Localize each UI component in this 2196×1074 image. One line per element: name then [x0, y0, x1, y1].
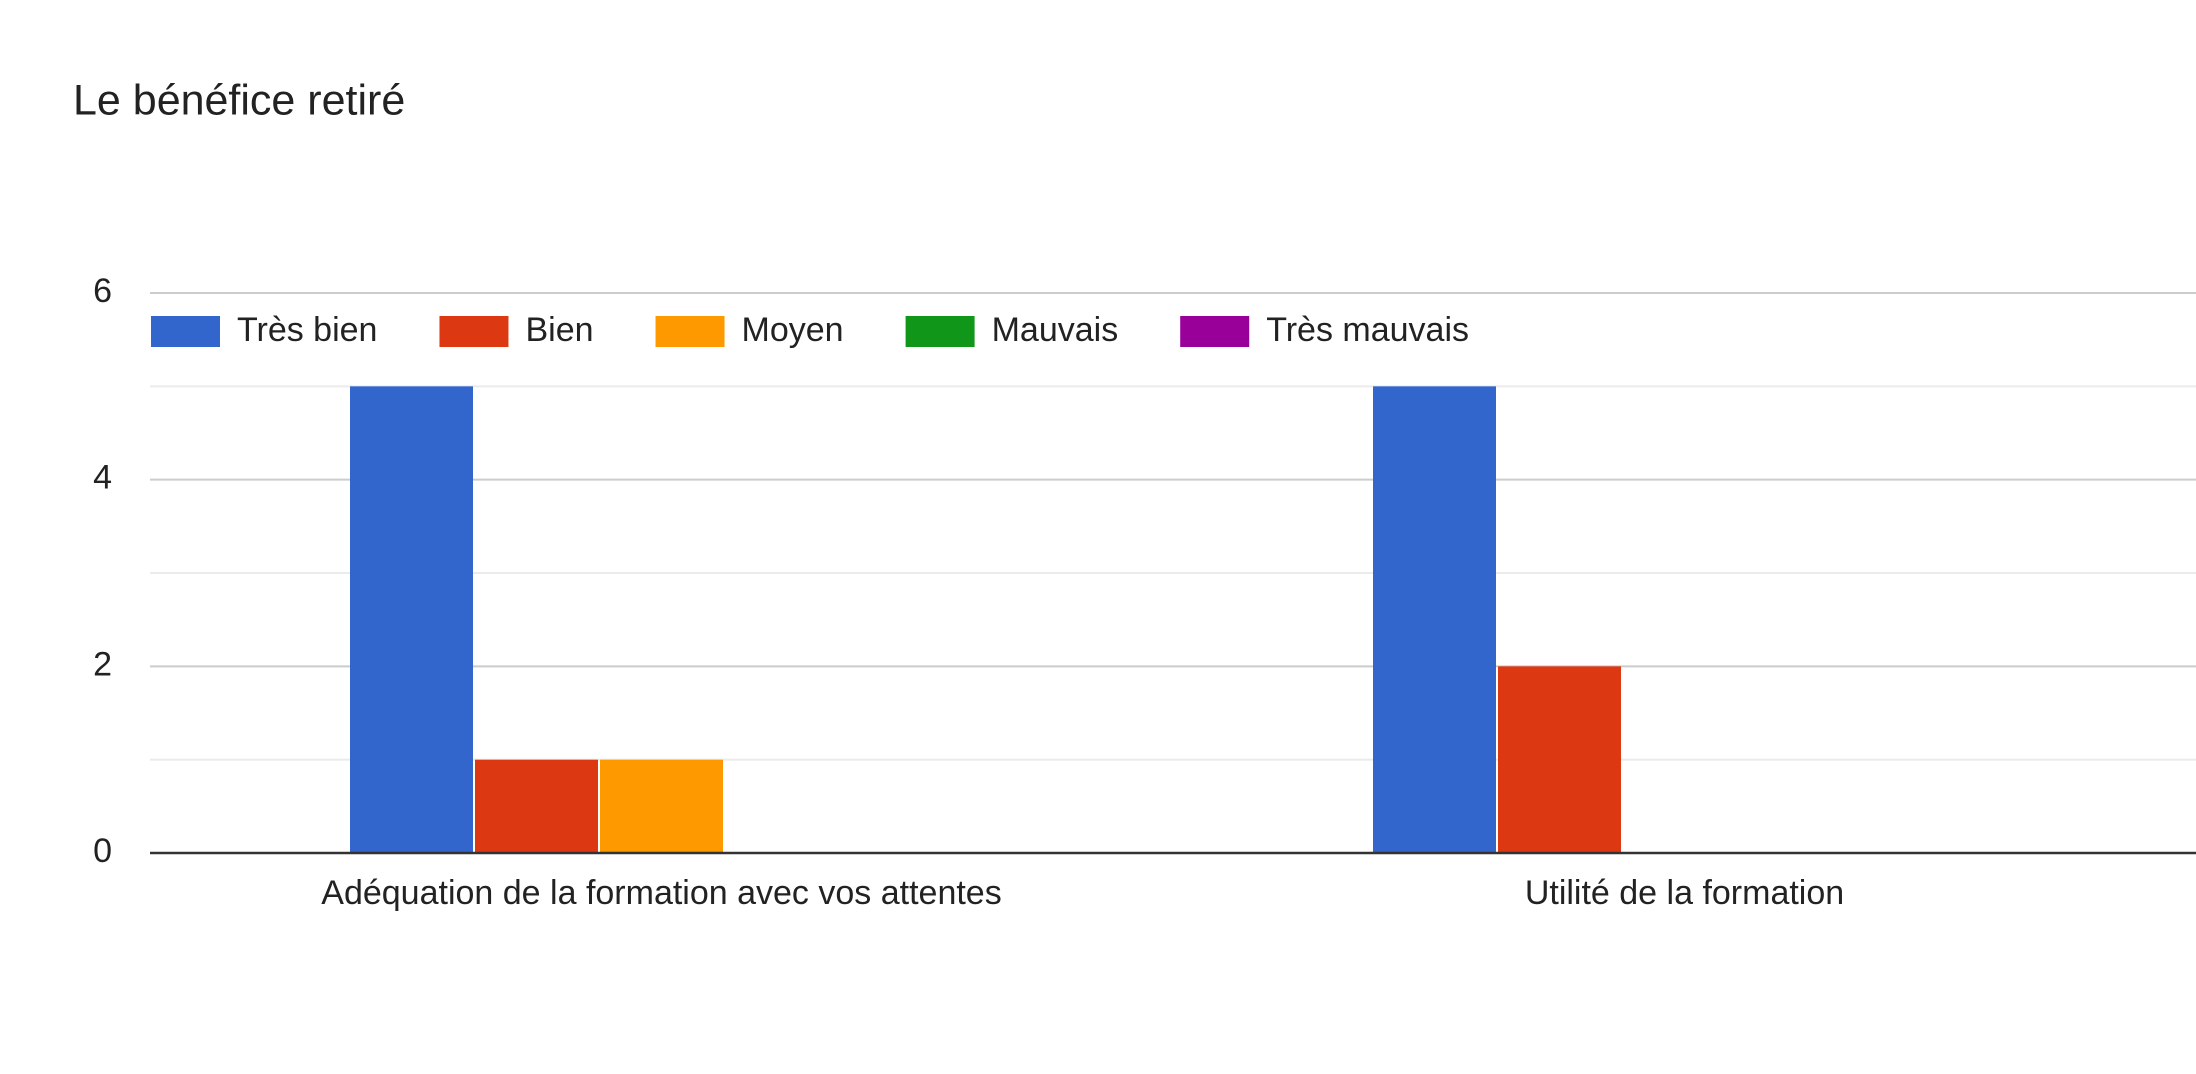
legend-label: Très mauvais — [1266, 311, 1469, 349]
y-tick-label: 0 — [93, 832, 112, 870]
legend-swatch — [439, 316, 509, 347]
bar — [350, 386, 473, 853]
legend-swatch — [905, 316, 975, 347]
bar — [475, 759, 598, 853]
legend-swatch — [151, 316, 220, 347]
legend-label: Moyen — [742, 311, 844, 349]
bar — [600, 759, 723, 853]
y-tick-label: 4 — [93, 459, 112, 497]
x-tick-label: Adéquation de la formation avec vos atte… — [321, 874, 1001, 912]
legend-label: Bien — [525, 311, 593, 349]
legend-label: Très bien — [237, 311, 377, 349]
chart-title: Le bénéfice retiré — [73, 76, 405, 124]
legend-label: Mauvais — [992, 311, 1119, 349]
x-tick-label: Utilité de la formation — [1525, 874, 1844, 912]
bar — [1373, 386, 1496, 853]
legend-swatch — [1180, 316, 1250, 347]
bar — [1498, 666, 1621, 853]
legend-swatch — [655, 316, 725, 347]
y-tick-label: 6 — [93, 272, 112, 310]
y-tick-label: 2 — [93, 645, 112, 683]
